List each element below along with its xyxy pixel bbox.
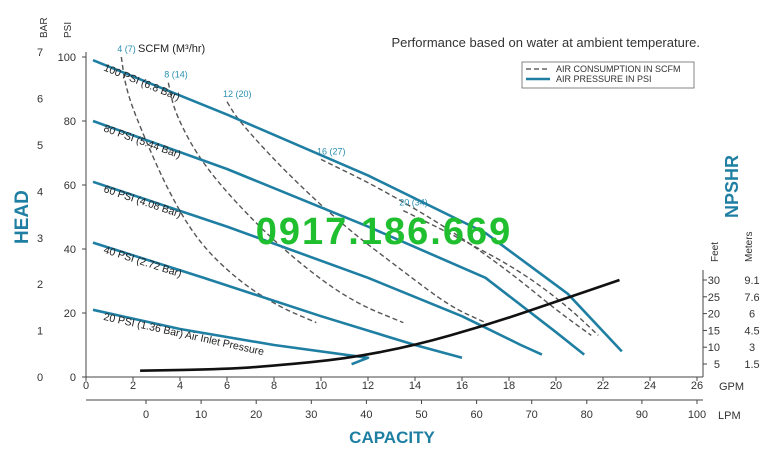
- y-unit-psi: PSI: [63, 22, 74, 38]
- x-unit-gpm: GPM: [719, 381, 744, 393]
- scfm-curve-label-3: 16 (27): [317, 146, 346, 156]
- pressure-curve-label-3: 40 PSI (2.72 Bar): [102, 244, 183, 280]
- scfm-curve-1: [167, 82, 404, 324]
- npshr-tick-label-feet: 5: [714, 359, 720, 371]
- pressure-curve-label-2: 60 PSI (4.08 Bar): [102, 183, 183, 220]
- npshr-tick-label-feet: 10: [708, 342, 720, 354]
- npshr-curve: [140, 278, 620, 372]
- x-tick-label-lpm: 100: [688, 409, 706, 421]
- x-tick-label-lpm: 0: [143, 409, 149, 421]
- y-tick-label-bar: 3: [37, 233, 43, 245]
- npshr-tick-label-meters: 7.6: [744, 292, 759, 304]
- scfm-curve-label-2: 12 (20): [223, 89, 252, 99]
- npshr-title: NPSHR: [722, 155, 742, 218]
- x-tick-label-gpm: 12: [362, 380, 374, 392]
- x-tick-label-lpm: 50: [415, 409, 427, 421]
- x-tick-label-lpm: 90: [636, 409, 648, 421]
- x-tick-label-gpm: 2: [130, 380, 136, 392]
- pressure-curve-label-1: 80 PSI (5.44 Bar): [102, 123, 182, 162]
- scfm-curve-2: [226, 101, 486, 324]
- x-tick-label-lpm: 70: [526, 409, 538, 421]
- npshr-unit-meters: Meters: [744, 231, 755, 262]
- x-tick-label-gpm: 0: [83, 380, 89, 392]
- chart-frame: 0 2 4 6 8 10 12 14 16 18 20 22 24 260 10 20 30 40 50 60 70 80…: [37, 47, 760, 421]
- y-unit-bar: BAR: [39, 17, 50, 38]
- x-tick-label-gpm: 10: [315, 380, 327, 392]
- x-tick-label-gpm: 16: [456, 380, 468, 392]
- y-tick-label-bar: 1: [37, 326, 43, 338]
- legend-label-pressure: AIR PRESSURE IN PSI: [556, 74, 652, 84]
- scfm-curve-0: [120, 56, 317, 324]
- y-tick-label-bar: 7: [37, 47, 43, 59]
- y-tick-label-psi: 20: [64, 308, 76, 320]
- scfm-curve-3: [320, 158, 592, 336]
- scfm-curve-label-0: 4 (7): [117, 44, 136, 54]
- npshr-tick-label-feet: 25: [708, 292, 720, 304]
- watermark-phone: 0917.186.669: [256, 211, 512, 253]
- y-tick-label-psi: 60: [64, 180, 76, 192]
- x-tick-label-gpm: 26: [691, 380, 703, 392]
- chart-marks: 4 (7) 8 (14) 12 (20) 16 (27) 20 (34) 100 PSI …: [92, 44, 623, 372]
- x-tick-label-gpm: 18: [503, 380, 515, 392]
- x-unit-lpm: LPM: [718, 410, 741, 422]
- npshr-tick-label-meters: 3: [749, 342, 755, 354]
- pressure-curve-4: [92, 308, 370, 366]
- x-axis-title: CAPACITY: [349, 428, 435, 447]
- y-tick-label-psi: 0: [70, 372, 76, 384]
- pressure-curve-0: [92, 58, 623, 353]
- x-tick-label-gpm: 24: [644, 380, 656, 392]
- pressure-curve-2: [92, 180, 543, 356]
- x-tick-label-lpm: 10: [195, 409, 207, 421]
- legend-label-scfm: AIR CONSUMPTION IN SCFM: [556, 64, 681, 74]
- x-tick-label-lpm: 40: [360, 409, 372, 421]
- chart-title: Performance based on water at ambient te…: [391, 35, 700, 50]
- y-tick-label-psi: 80: [64, 116, 76, 128]
- npshr-tick-label-meters: 6: [749, 309, 755, 321]
- scfm-label: SCFM (M³/hr): [138, 43, 205, 55]
- y-axis-title: HEAD: [12, 190, 33, 244]
- y-tick-label-bar: 4: [37, 186, 43, 198]
- x-tick-label-gpm: 20: [550, 380, 562, 392]
- x-tick-label-gpm: 22: [597, 380, 609, 392]
- y-tick-label-bar: 0: [37, 372, 43, 384]
- npshr-tick-label-feet: 20: [708, 309, 720, 321]
- npshr-tick-label-meters: 1.5: [744, 359, 759, 371]
- y-tick-label-bar: 2: [37, 279, 43, 291]
- pressure-curve-1: [92, 119, 586, 356]
- x-tick-label-lpm: 20: [250, 409, 262, 421]
- npshr-tick-label-feet: 15: [708, 325, 720, 337]
- legend-box: [521, 61, 695, 89]
- x-tick-label-gpm: 8: [271, 380, 277, 392]
- y-tick-label-psi: 40: [64, 244, 76, 256]
- npshr-unit-feet: Feet: [710, 242, 721, 262]
- scfm-curve-label-4: 20 (34): [399, 198, 428, 208]
- y-tick-label-bar: 5: [37, 140, 43, 152]
- npshr-tick-label-meters: 9.1: [744, 275, 759, 287]
- x-tick-label-lpm: 30: [305, 409, 317, 421]
- x-tick-label-gpm: 4: [177, 380, 183, 392]
- y-tick-label-bar: 6: [37, 94, 43, 106]
- pressure-curve-label-4: 20 PSI (1.36 Bar) Air Inlet Pressure: [102, 311, 265, 358]
- pressure-curve-3: [92, 241, 463, 360]
- pressure-curve-label-0: 100 PSI (6.8 Bar): [102, 62, 182, 104]
- npshr-tick-label-feet: 30: [708, 275, 720, 287]
- x-tick-label-lpm: 60: [470, 409, 482, 421]
- scfm-curve-4: [402, 209, 599, 336]
- y-tick-label-psi: 100: [58, 52, 76, 64]
- npshr-tick-label-meters: 4.5: [744, 325, 759, 337]
- scfm-curve-label-1: 8 (14): [164, 70, 188, 80]
- x-tick-label-lpm: 80: [581, 409, 593, 421]
- x-tick-label-gpm: 14: [409, 380, 421, 392]
- x-tick-label-gpm: 6: [224, 380, 230, 392]
